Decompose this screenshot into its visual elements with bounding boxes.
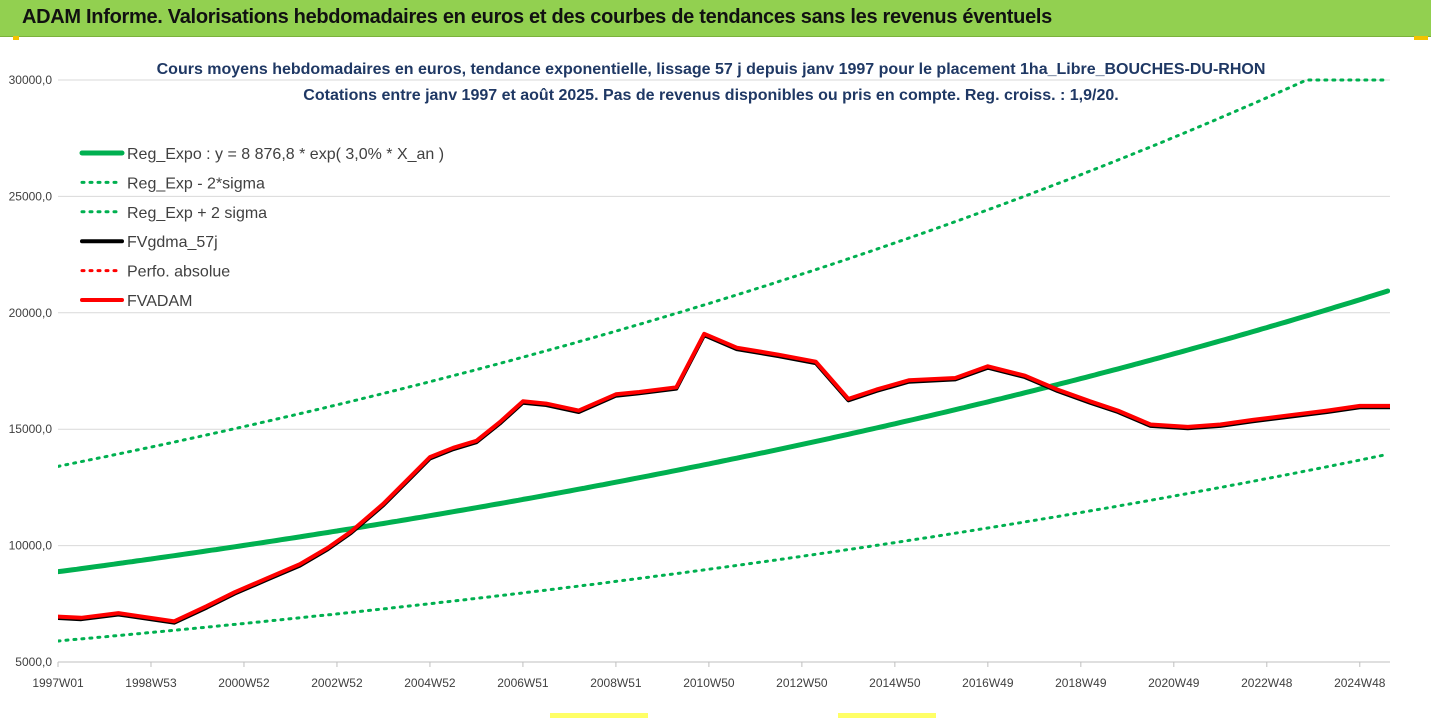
y-tick-label: 15000,0: [9, 422, 53, 436]
series-lines: [58, 78, 1390, 643]
legend-label: Reg_Exp - 2*sigma: [127, 175, 265, 192]
x-tick-label: 2000W52: [218, 676, 270, 690]
series-line-2: [58, 78, 1390, 468]
y-tick-label: 20000,0: [9, 306, 53, 320]
x-tick-label: 2004W52: [404, 676, 456, 690]
axes: 5000,0 10000,0 15000,0 20000,0 25000,0 30000,…: [9, 73, 1390, 690]
report-title: ADAM Informe. Valorisations hebdomadaire…: [22, 6, 1052, 28]
x-tick-label: 1997W01: [32, 676, 84, 690]
chart-title: Cours moyens hebdomadaires en euros, ten…: [157, 61, 1266, 104]
report-banner: ADAM Informe. Valorisations hebdomadaire…: [0, 0, 1431, 37]
x-tick-label: 2012W50: [776, 676, 828, 690]
chart-title-line: Cotations entre janv 1997 et août 2025. …: [303, 87, 1118, 104]
series-line-5: [58, 331, 1390, 624]
chart-title-line: Cours moyens hebdomadaires en euros, ten…: [157, 61, 1266, 78]
y-tick-label: 30000,0: [9, 73, 53, 87]
corner-marker-left: [13, 36, 19, 40]
x-tick-label: 1998W53: [125, 676, 177, 690]
x-tick-label: 2018W49: [1055, 676, 1107, 690]
corner-marker-right: [1414, 36, 1428, 40]
series-line-3: [58, 333, 1390, 625]
legend-label: Reg_Exp + 2 sigma: [127, 205, 267, 222]
series-line-0: [58, 288, 1390, 575]
chart-area: 5000,0 10000,0 15000,0 20000,0 25000,0 30000,…: [0, 38, 1431, 718]
x-tick-label: 2006W51: [497, 676, 549, 690]
chart-svg: 5000,0 10000,0 15000,0 20000,0 25000,0 30000,…: [9, 61, 1390, 690]
legend: Reg_Expo : y = 8 876,8 * exp( 3,0% * X_a…: [79, 146, 444, 310]
y-tick-label: 10000,0: [9, 539, 53, 553]
x-tick-label: 2022W48: [1241, 676, 1293, 690]
x-tick-label: 2016W49: [962, 676, 1014, 690]
legend-label: Perfo. absolue: [127, 264, 230, 281]
x-tick-label: 2010W50: [683, 676, 735, 690]
legend-label: FVgdma_57j: [127, 234, 218, 251]
x-tick-label: 2002W52: [311, 676, 363, 690]
series-line-1: [58, 452, 1390, 643]
grid-lines: [58, 79, 1390, 663]
legend-label: FVADAM: [127, 293, 192, 310]
x-tick-label: 2008W51: [590, 676, 642, 690]
y-tick-label: 25000,0: [9, 189, 53, 203]
y-tick-label: 5000,0: [15, 655, 52, 669]
x-tick-label: 2024W48: [1334, 676, 1386, 690]
sheet-tab-1[interactable]: [550, 713, 648, 718]
sheet-tab-2[interactable]: [838, 713, 936, 718]
legend-label: Reg_Expo : y = 8 876,8 * exp( 3,0% * X_a…: [127, 146, 444, 163]
x-tick-label: 2014W50: [869, 676, 921, 690]
x-tick-label: 2020W49: [1148, 676, 1200, 690]
